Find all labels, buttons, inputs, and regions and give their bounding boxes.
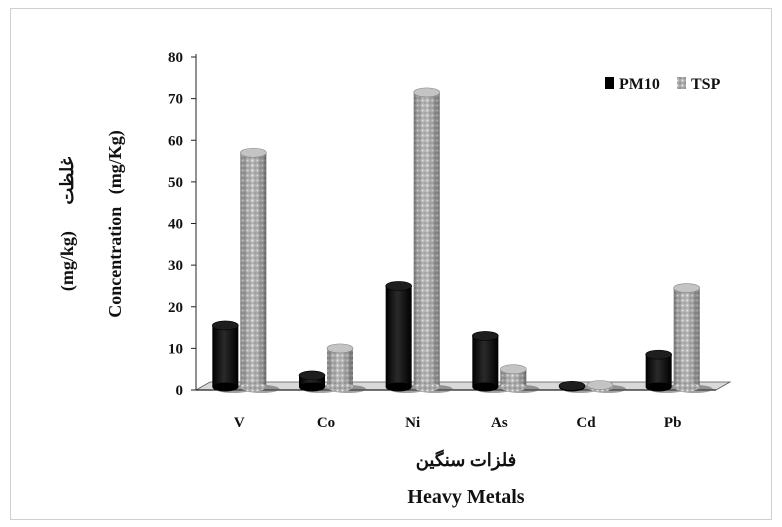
y-axis-ticks: 0 10 20 30 40 50 60 70 80 [168,50,196,399]
y-axis-label-fa-text: غلظت [57,156,77,204]
y-tick-label: 20 [168,300,183,316]
bar-base [385,382,412,392]
bar-tsp-co [326,343,366,393]
y-tick-label: 60 [168,133,183,149]
bar-base [212,382,239,392]
bar-shading [673,288,700,387]
bar-top [500,364,527,374]
bar-chart: Concentration (mg/Kg) (mg/kg) غلظت 0 10 20… [57,50,732,508]
bar-tsp-cd [586,380,626,393]
bar-top [326,343,354,354]
x-axis-label-en: Heavy Metals [407,486,524,508]
y-axis-label: Concentration (mg/Kg) [105,130,126,317]
x-tick-label: Ni [405,415,420,431]
bar-base [299,382,325,392]
bar-tsp-ni [413,87,453,393]
bar-top [586,380,614,390]
x-tick-label: Pb [664,415,682,431]
y-tick-label: 40 [168,217,183,233]
x-axis-label-fa: فلزات سنگین [416,449,517,471]
bar-base [472,382,499,392]
bars [212,87,713,393]
bar-top [240,147,267,158]
y-tick-label: 0 [176,383,184,399]
bar-base [645,382,672,392]
y-tick-label: 10 [168,341,183,357]
bar-pm10-pb [645,349,685,393]
x-tick-label: V [234,415,245,431]
bar-pm10-v [212,320,252,393]
bar-pm10-cd [558,381,598,393]
bar-top [298,370,326,381]
legend-swatch-tsp [677,77,686,89]
bar-shading [500,369,527,387]
bar-pm10-as [472,331,512,393]
x-tick-label: Cd [576,415,596,431]
y-tick-label: 70 [168,92,183,108]
bar-base [673,382,700,392]
y-axis-unit-en: (mg/Kg) [105,130,126,194]
bar-shading [327,348,353,387]
y-axis-label-en: Concentration [105,207,125,318]
bar-shading [240,152,267,387]
bar-tsp-pb [673,283,713,393]
bar-top [385,281,412,291]
legend-label-tsp: TSP [691,76,721,93]
legend-label-pm10: PM10 [619,76,660,93]
y-tick-label: 80 [168,50,183,66]
svg-text:Concentration (mg/Kg): Concentration (mg/Kg) [105,130,126,317]
bar-top [212,320,239,331]
bar-top [558,381,586,391]
bar-top [645,349,672,360]
bar-body [385,285,412,387]
x-tick-label: Co [317,415,335,431]
bar-tsp-as [500,364,540,393]
bar-body [645,354,672,387]
legend-swatch-pm10 [605,77,614,89]
bar-body [212,325,239,387]
x-tick-label: As [491,415,508,431]
svg-text:(mg/kg) غلظت: (mg/kg) غلظت [57,156,78,291]
bar-base [240,382,267,392]
y-axis-label-fa: (mg/kg) غلظت [57,156,78,291]
chart-frame: Concentration (mg/Kg) (mg/kg) غلظت 0 10 20… [10,8,772,520]
legend: PM10 TSP [605,76,721,93]
y-tick-label: 50 [168,175,183,191]
y-tick-label: 30 [168,258,183,274]
bar-tsp-v [240,147,280,393]
bar-body [299,375,325,387]
bar-top [413,87,440,98]
bar-base [413,382,440,392]
x-axis-categories: V Co Ni As Cd Pb [234,415,682,431]
bar-base [327,382,353,392]
bar-base [500,382,527,392]
y-axis-unit-fa: (mg/kg) [57,231,78,291]
bar-body [472,335,499,387]
bar-top [673,283,700,293]
bar-shading [413,92,440,387]
bar-top [472,331,499,341]
